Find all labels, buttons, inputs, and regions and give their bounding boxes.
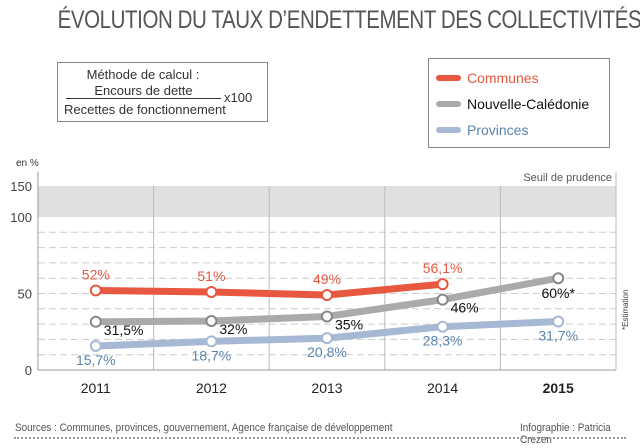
data-label: 56,1% — [423, 260, 463, 276]
y-tick-label: 150 — [10, 179, 32, 194]
y-tick-label: 0 — [25, 363, 32, 378]
data-point — [205, 335, 218, 348]
formula-denominator: Recettes de fonctionnement — [64, 102, 226, 117]
x-tick-label: 2015 — [543, 380, 574, 396]
legend-swatch — [436, 127, 461, 133]
data-label: 20,8% — [307, 344, 347, 360]
legend-item-communes: Communes — [436, 70, 539, 86]
data-point — [436, 278, 449, 291]
data-label: 46% — [451, 300, 479, 316]
formula-multiplier: x100 — [224, 90, 253, 105]
data-point — [89, 339, 102, 352]
x-tick-label: 2012 — [196, 380, 227, 396]
data-point — [205, 285, 218, 298]
prudence-band — [38, 186, 616, 217]
legend-item-provinces: Provinces — [436, 122, 528, 138]
data-point — [436, 293, 449, 306]
data-label: 32% — [219, 321, 247, 337]
data-label: 18,7% — [192, 347, 232, 363]
legend-label: Provinces — [467, 122, 529, 138]
legend-label: Communes — [467, 70, 539, 86]
data-point — [89, 315, 102, 328]
legend-swatch — [436, 75, 461, 81]
data-label: 31,7% — [538, 327, 578, 343]
formula-heading: Méthode de calcul : — [86, 67, 200, 82]
band-label: Seuil de prudence — [523, 172, 612, 184]
legend-item-nouvelle-caledonie: Nouvelle-Calédonie — [436, 96, 589, 112]
data-label: 49% — [313, 271, 341, 287]
legend-swatch — [436, 101, 461, 107]
data-point — [552, 272, 565, 285]
calculation-method-box: Méthode de calcul : Encours de dette Rec… — [57, 62, 268, 122]
data-point — [321, 310, 333, 323]
series-line-communes — [95, 280, 443, 299]
x-tick-label: 2013 — [311, 380, 342, 396]
data-label: 15,7% — [76, 352, 116, 368]
sources-text: Sources : Communes, provinces, gouvernem… — [15, 422, 393, 434]
data-point — [321, 289, 333, 302]
x-tick-label: 2014 — [427, 380, 458, 396]
footer-divider — [14, 437, 626, 439]
data-label: 60%* — [541, 285, 575, 301]
data-point — [552, 315, 565, 328]
credit-text: Infographie : Patricia Crezen — [520, 422, 611, 446]
chart-title: ÉVOLUTION DU TAUX D’ENDETTEMENT DES COLL… — [57, 6, 640, 34]
estimation-note: *Estimation — [621, 290, 630, 330]
y-tick-label: 100 — [10, 210, 32, 225]
data-label: 28,3% — [423, 333, 463, 349]
y-axis-label: en % — [16, 158, 39, 169]
data-label: 31,5% — [104, 322, 144, 338]
data-point — [89, 284, 102, 297]
legend-label: Nouvelle-Calédonie — [467, 96, 590, 112]
x-tick-label: 2011 — [81, 380, 111, 396]
data-label: 51% — [197, 268, 225, 284]
y-tick-label: 50 — [18, 287, 32, 302]
data-label: 52% — [82, 266, 110, 282]
data-point — [436, 320, 449, 333]
data-point — [321, 332, 333, 345]
formula-numerator: Encours de dette — [66, 83, 221, 99]
legend: Communes Nouvelle-Calédonie Provinces — [428, 58, 610, 148]
data-label: 35% — [335, 316, 363, 332]
data-point — [205, 315, 218, 328]
